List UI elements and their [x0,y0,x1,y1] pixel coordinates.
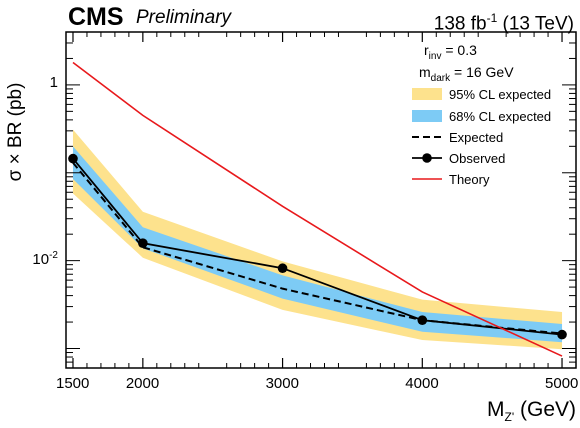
legend-swatch-68 [412,110,442,122]
x-tick-label: 4000 [405,375,439,392]
legend-swatch-95 [412,88,442,100]
observed-point [68,153,78,164]
y-axis-label: σ × BR (pb) [5,82,26,182]
preliminary-label: Preliminary [136,7,232,28]
observed-point [417,315,428,325]
legend-label-95: 95% CL expected [449,87,552,102]
mdark-annotation: mdark = 16 GeV [419,64,514,84]
x-tick-label: 1500 [55,375,90,392]
y-tick-label: 10-2 [32,249,58,268]
observed-point [557,329,567,340]
cms-label: CMS [68,3,124,31]
theory-line [72,61,563,357]
x-tick-label: 5000 [545,375,579,392]
observed-point [277,263,288,274]
x-tick-label: 2000 [125,375,160,392]
x-tick-label: 3000 [265,375,299,392]
band-68-expected [72,146,563,343]
observed-point [138,238,148,248]
luminosity-label: 138 fb-1 (13 TeV) [433,11,574,35]
plot-frame [65,31,577,369]
x-axis-label: MZ' (GeV) [487,398,576,425]
legend-label-observed: Observed [449,151,506,166]
legend-label-expected: Expected [449,130,504,145]
y-tick-label: 1 [49,73,58,91]
rinv-annotation: rinv = 0.3 [424,42,477,62]
legend-label-68: 68% CL expected [449,109,552,124]
legend-swatch-observed-marker [422,153,432,163]
legend-label-theory: Theory [449,172,490,187]
